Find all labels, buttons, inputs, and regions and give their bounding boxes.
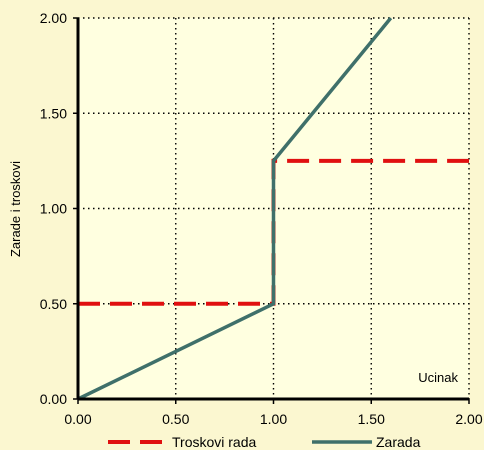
tick-label-y: 0.00 xyxy=(40,391,67,407)
tick-label-x: 2.00 xyxy=(455,411,482,427)
legend: Troskovi rada Zarada xyxy=(108,434,421,450)
x-axis-title: Ucinak xyxy=(418,370,458,385)
tick-label-y: 0.50 xyxy=(40,296,67,312)
legend-label: Troskovi rada xyxy=(172,434,257,450)
legend-label: Zarada xyxy=(376,434,421,450)
tick-labels: 0.00 0.50 1.00 1.50 2.00 0.00 0.50 1.00 1.50 2.00 xyxy=(40,10,483,427)
series-line-zarada xyxy=(77,16,393,401)
tick-label-x: 0.50 xyxy=(162,411,189,427)
tick-label-y: 2.00 xyxy=(40,10,67,26)
tick-label-y: 1.00 xyxy=(40,201,67,217)
tick-label-y: 1.50 xyxy=(40,105,67,121)
series-layer xyxy=(77,16,469,401)
tick-label-x: 0.00 xyxy=(64,411,91,427)
y-axis-title: Zarade i troskovi xyxy=(8,161,23,257)
tick-label-x: 1.50 xyxy=(358,411,385,427)
tick-label-x: 1.00 xyxy=(260,411,287,427)
